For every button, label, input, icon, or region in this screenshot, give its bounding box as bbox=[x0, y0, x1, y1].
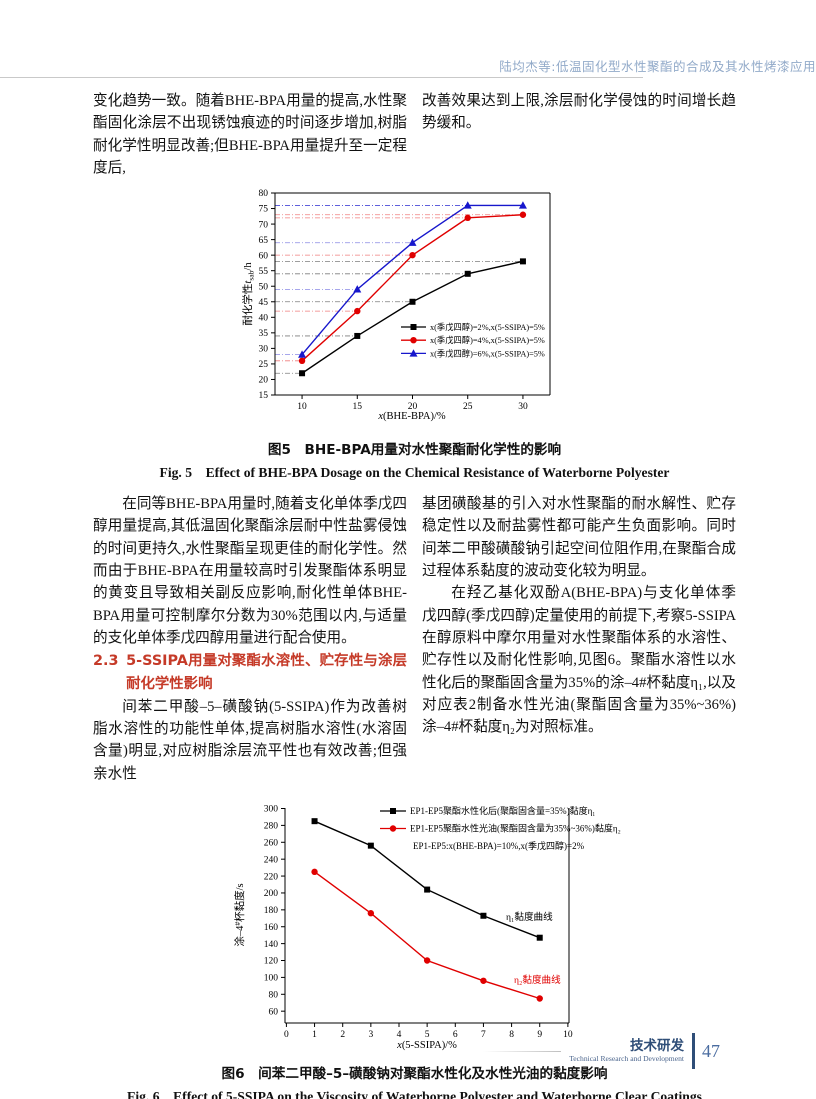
svg-text:9: 9 bbox=[537, 1030, 542, 1040]
svg-text:60: 60 bbox=[269, 1007, 279, 1017]
svg-text:4: 4 bbox=[397, 1030, 402, 1040]
svg-text:EP1-EP5聚酯水性化后(聚酯固含量=35%)黏度η₁: EP1-EP5聚酯水性化后(聚酯固含量=35%)黏度η₁ bbox=[410, 805, 595, 816]
footer-divider-bar bbox=[692, 1033, 695, 1069]
svg-text:x(季戊四醇)=6%,x(5-SSIPA)=5%: x(季戊四醇)=6%,x(5-SSIPA)=5% bbox=[430, 349, 545, 359]
paragraph: 变化趋势一致。随着BHE-BPA用量的提高,水性聚酯固化涂层不出现锈蚀痕迹的时间… bbox=[93, 93, 407, 176]
column-right: 改善效果达到上限,涂层耐化学侵蚀的时间增长趋势缓和。 bbox=[422, 90, 736, 179]
svg-text:220: 220 bbox=[264, 872, 279, 882]
paragraph: 改善效果达到上限,涂层耐化学侵蚀的时间增长趋势缓和。 bbox=[422, 93, 736, 132]
svg-text:2: 2 bbox=[340, 1030, 345, 1040]
svg-text:30: 30 bbox=[518, 402, 528, 412]
svg-text:100: 100 bbox=[264, 974, 279, 984]
fig5-caption-cn: 图5 BHE-BPA用量对水性聚酯耐化学性的影响 bbox=[267, 442, 562, 459]
svg-text:25: 25 bbox=[259, 360, 269, 370]
section-title: 5-SSIPA用量对聚酯水溶性、贮存性与涂层耐化学性影响 bbox=[126, 653, 407, 692]
section-heading-2-3: 2.3 5-SSIPA用量对聚酯水溶性、贮存性与涂层耐化学性影响 bbox=[93, 650, 407, 695]
svg-text:1: 1 bbox=[312, 1030, 317, 1040]
paragraph: 基团磺酸基的引入对水性聚酯的耐水解性、贮存稳定性以及耐盐雾性都可能产生负面影响。… bbox=[422, 496, 736, 580]
svg-text:0: 0 bbox=[284, 1030, 289, 1040]
svg-text:280: 280 bbox=[264, 822, 279, 832]
svg-text:35: 35 bbox=[259, 329, 269, 339]
svg-text:180: 180 bbox=[264, 906, 279, 916]
running-head-title: 陆均杰等:低温固化型水性聚酯的合成及其水性烤漆应用 bbox=[499, 59, 816, 74]
svg-text:240: 240 bbox=[264, 855, 279, 865]
footer-section-en: Technical Research and Development bbox=[569, 1053, 684, 1063]
column-left: 在同等BHE-BPA用量时,随着支化单体季戊四醇用量提高,其低温固化聚酯涂层耐中… bbox=[93, 493, 407, 785]
svg-text:60: 60 bbox=[259, 252, 269, 262]
svg-text:耐化学性tsab​/h: 耐化学性tsab​/h bbox=[241, 262, 256, 326]
paragraph: 在同等BHE-BPA用量时,随着支化单体季戊四醇用量提高,其低温固化聚酯涂层耐中… bbox=[93, 496, 407, 646]
svg-text:EP1-EP5聚酯水性光油(聚酯固含量为35%~36%)黏度: EP1-EP5聚酯水性光油(聚酯固含量为35%~36%)黏度η₂ bbox=[410, 823, 621, 834]
svg-text:300: 300 bbox=[264, 805, 279, 815]
page-number: 47 bbox=[702, 1040, 720, 1061]
svg-text:80: 80 bbox=[269, 991, 279, 1001]
svg-text:55: 55 bbox=[259, 267, 269, 277]
svg-text:30: 30 bbox=[259, 345, 269, 355]
svg-text:15: 15 bbox=[259, 391, 269, 401]
svg-text:10: 10 bbox=[297, 402, 307, 412]
svg-text:65: 65 bbox=[259, 236, 269, 246]
page-footer: 技术研发 Technical Research and Development … bbox=[483, 1033, 720, 1069]
svg-text:15: 15 bbox=[353, 402, 363, 412]
svg-text:EP1-EP5:x(BHE-BPA)=10%,x(季戊四醇): EP1-EP5:x(BHE-BPA)=10%,x(季戊四醇)=2% bbox=[413, 840, 585, 851]
svg-text:260: 260 bbox=[264, 839, 279, 849]
svg-text:x(季戊四醇)=4%,x(5-SSIPA)=5%: x(季戊四醇)=4%,x(5-SSIPA)=5% bbox=[430, 335, 545, 345]
fig5-caption-en: Fig. 5 Effect of BHE-BPA Dosage on the C… bbox=[159, 465, 670, 481]
footer-section: 技术研发 Technical Research and Development bbox=[569, 1037, 684, 1064]
svg-text:x(5-SSIPA)/%: x(5-SSIPA)/% bbox=[396, 1040, 457, 1051]
svg-text:70: 70 bbox=[259, 220, 269, 230]
svg-text:120: 120 bbox=[264, 957, 279, 967]
paragraph: 间苯二甲酸–5–磺酸钠(5-SSIPA)作为改善树脂水溶性的功能性单体,提高树脂… bbox=[93, 698, 407, 782]
header-rule bbox=[0, 77, 643, 78]
svg-text:20: 20 bbox=[259, 376, 269, 386]
svg-text:x(BHE-BPA)/%: x(BHE-BPA)/% bbox=[377, 411, 446, 422]
footer-decorative-line bbox=[483, 1050, 562, 1052]
svg-text:45: 45 bbox=[259, 298, 269, 308]
svg-text:140: 140 bbox=[264, 940, 279, 950]
column-left: 变化趋势一致。随着BHE-BPA用量的提高,水性聚酯固化涂层不出现锈蚀痕迹的时间… bbox=[93, 90, 407, 179]
footer-section-cn: 技术研发 bbox=[630, 1037, 684, 1054]
section-number: 2.3 bbox=[93, 653, 119, 670]
svg-text:3: 3 bbox=[368, 1030, 373, 1040]
fig6-caption-cn: 图6 间苯二甲酸–5–磺酸钠对聚酯水性化及水性光油的黏度影响 bbox=[221, 1066, 608, 1083]
svg-text:7: 7 bbox=[481, 1030, 486, 1040]
page-content: 变化趋势一致。随着BHE-BPA用量的提高,水性聚酯固化涂层不出现锈蚀痕迹的时间… bbox=[93, 0, 736, 1099]
column-right: 基团磺酸基的引入对水性聚酯的耐水解性、贮存稳定性以及耐盐雾性都可能产生负面影响。… bbox=[422, 493, 736, 785]
svg-text:50: 50 bbox=[259, 283, 269, 293]
svg-text:η₂黏度曲线: η₂黏度曲线 bbox=[514, 974, 561, 986]
text-block-top: 变化趋势一致。随着BHE-BPA用量的提高,水性聚酯固化涂层不出现锈蚀痕迹的时间… bbox=[93, 0, 736, 179]
svg-text:x(季戊四醇)=2%,x(5-SSIPA)=5%: x(季戊四醇)=2%,x(5-SSIPA)=5% bbox=[430, 322, 545, 332]
fig6-line-chart: 60 80 100 120 140 160 180 200 220 240 260 280 300 0 1 2… bbox=[230, 795, 700, 1057]
svg-text:75: 75 bbox=[259, 205, 269, 215]
svg-text:25: 25 bbox=[463, 402, 473, 412]
svg-text:8: 8 bbox=[509, 1030, 514, 1040]
svg-text:200: 200 bbox=[264, 889, 279, 899]
svg-text:η₁黏度曲线: η₁黏度曲线 bbox=[506, 911, 553, 923]
svg-text:5: 5 bbox=[425, 1030, 430, 1040]
svg-text:40: 40 bbox=[259, 314, 269, 324]
svg-text:160: 160 bbox=[264, 923, 279, 933]
svg-text:10: 10 bbox=[563, 1030, 573, 1040]
text-block-mid: 在同等BHE-BPA用量时,随着支化单体季戊四醇用量提高,其低温固化聚酯涂层耐中… bbox=[93, 493, 736, 785]
paragraph: 在羟乙基化双酚A(BHE-BPA)与支化单体季戊四醇(季戊四醇)定量使用的前提下… bbox=[422, 585, 736, 736]
svg-text:80: 80 bbox=[259, 189, 269, 199]
svg-text:涂–4#​杯黏度/s: 涂–4#​杯黏度/s bbox=[233, 883, 246, 946]
fig6-caption-en: Fig. 6 Effect of 5-SSIPA on the Viscosit… bbox=[127, 1089, 702, 1099]
svg-text:6: 6 bbox=[453, 1030, 458, 1040]
svg-text:20: 20 bbox=[408, 402, 418, 412]
fig5-line-chart: 15 20 25 30 35 40 45 50 55 60 65 70 75 80 10 15 20 25 30 x(… bbox=[240, 187, 570, 433]
